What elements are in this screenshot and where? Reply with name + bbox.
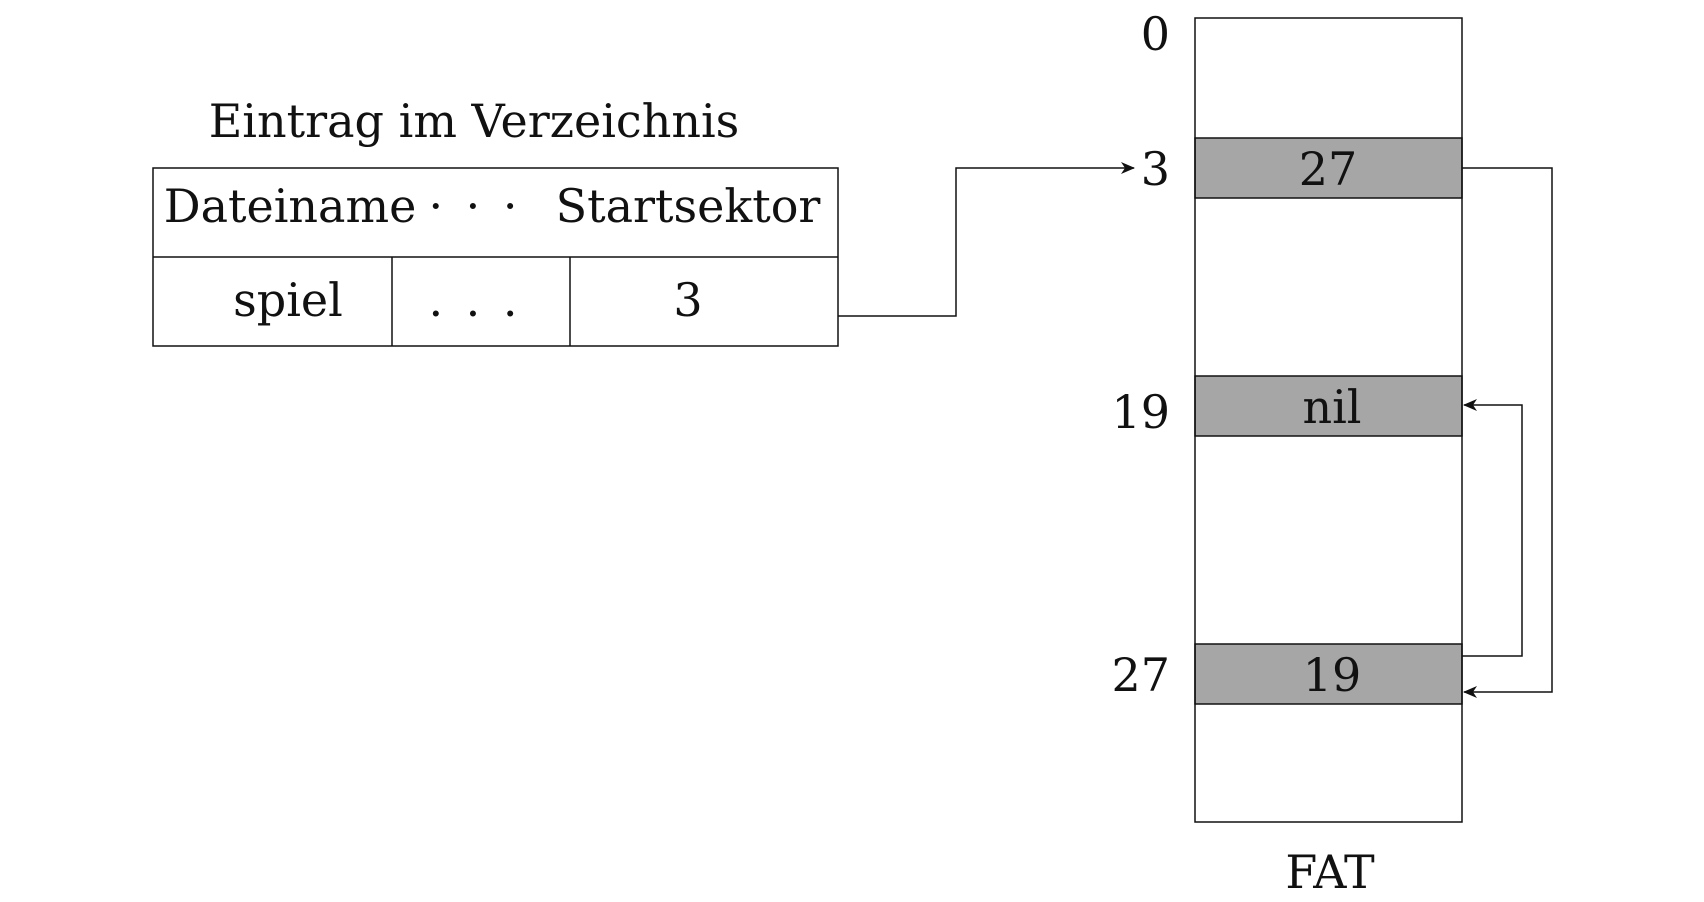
cell-filename: spiel <box>233 273 343 327</box>
start-sector-arrow <box>838 162 1135 317</box>
fat-index-top: 0 <box>1141 7 1170 61</box>
fat-cell-c <box>1194 643 1463 705</box>
fat-value-b: nil <box>1302 380 1361 434</box>
fat-index-a: 3 <box>1141 142 1170 196</box>
directory-entry-table: Dateiname · · · Startsektor spiel . . . … <box>152 167 839 347</box>
cell-start-sector: 3 <box>673 273 702 327</box>
chain-arrow-c-to-b <box>1462 399 1523 657</box>
fat-table: 27 nil 19 0 3 19 27 FAT <box>1111 7 1463 899</box>
fat-index-b: 19 <box>1111 385 1170 439</box>
directory-entry-title: Eintrag im Verzeichnis <box>209 94 740 148</box>
fat-caption: FAT <box>1285 845 1375 899</box>
cell-ellipsis: . . . <box>428 273 521 327</box>
fat-cell-a <box>1194 137 1463 199</box>
fat-value-c: 19 <box>1303 648 1362 702</box>
header-start-sector: Startsektor <box>556 179 821 233</box>
header-filename: Dateiname <box>164 179 417 233</box>
chain-arrow-a-to-c <box>1462 167 1553 698</box>
fat-index-c: 27 <box>1111 648 1170 702</box>
fat-value-a: 27 <box>1299 142 1358 196</box>
fat-cell-b <box>1194 375 1463 437</box>
header-ellipsis: · · · <box>428 179 521 233</box>
fat-border <box>1194 17 1463 823</box>
